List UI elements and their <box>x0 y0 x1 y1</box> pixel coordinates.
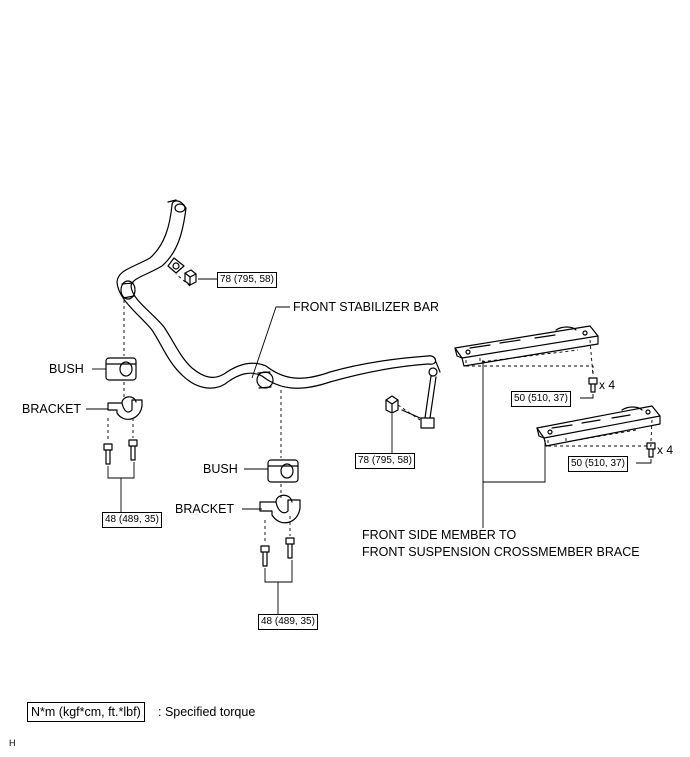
torque-link-nut: 78 (795, 58) <box>355 453 415 469</box>
center-bracket <box>259 494 301 524</box>
alignment-lines <box>107 273 653 544</box>
front-stabilizer-bar <box>116 199 441 429</box>
center-bush <box>267 459 299 483</box>
torque-left-bracket-bolt: 48 (489, 35) <box>102 512 162 528</box>
left-bush <box>105 357 137 381</box>
torque-center-bracket-bolt: 48 (489, 35) <box>258 614 318 630</box>
brace-label-line1: FRONT SIDE MEMBER TO <box>362 528 517 542</box>
center-bush-label: BUSH <box>203 462 238 476</box>
quantity-upper-brace-bolt: x 4 <box>599 378 616 392</box>
brace-bolts <box>588 377 656 458</box>
upper-brace <box>454 325 599 367</box>
left-bracket-bolts <box>103 439 138 465</box>
torque-unit-legend-box: N*m (kgf*cm, ft.*lbf) <box>27 702 145 722</box>
link-nut <box>385 395 399 414</box>
center-bracket-label: BRACKET <box>175 502 235 516</box>
torque-lower-brace-bolt: 50 (510, 37) <box>568 456 628 472</box>
quantity-lower-brace-bolt: x 4 <box>657 443 674 457</box>
brace-label-line2: FRONT SUSPENSION CROSSMEMBER BRACE <box>362 545 640 559</box>
leader-lines <box>86 278 652 614</box>
front-stabilizer-bar-label: FRONT STABILIZER BAR <box>293 300 440 314</box>
left-bush-label: BUSH <box>49 362 84 376</box>
torque-legend-description: : Specified torque <box>158 705 256 719</box>
center-bracket-bolts <box>260 537 295 567</box>
corner-mark: H <box>9 738 16 748</box>
left-bracket <box>107 396 143 420</box>
torque-upper-brace-bolt: 50 (510, 37) <box>511 391 571 407</box>
lower-brace <box>536 405 661 447</box>
torque-stabilizer-top-nut: 78 (795, 58) <box>217 272 277 288</box>
stabilizer-top-nut <box>184 269 197 286</box>
left-bracket-label: BRACKET <box>22 402 82 416</box>
